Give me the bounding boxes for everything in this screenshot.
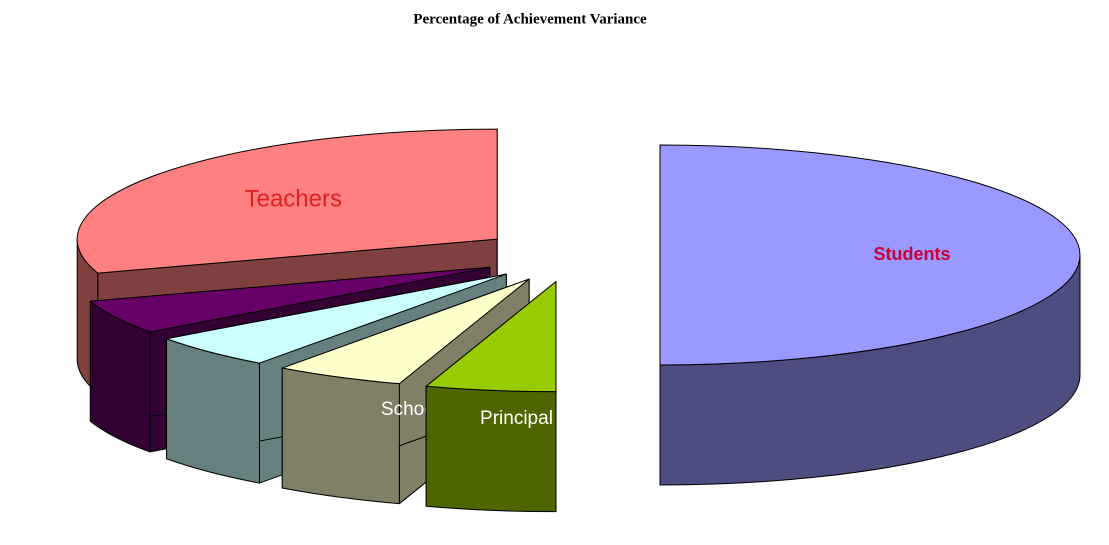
slice-label: Students [873,244,950,264]
slice: Students [659,144,1081,486]
slice-top [281,278,530,385]
slice-side [425,385,557,513]
slice-label: Principal [480,408,553,429]
slice-top [89,266,491,333]
slice-top [425,281,557,393]
slice: Principal [425,281,557,513]
slice-side [281,367,400,505]
slice-top [659,144,1081,366]
slice-top [166,273,507,364]
slice-label: Teachers [245,186,342,213]
chart-title: Percentage of Achievement Variance [413,11,647,27]
slice-top [76,128,498,274]
